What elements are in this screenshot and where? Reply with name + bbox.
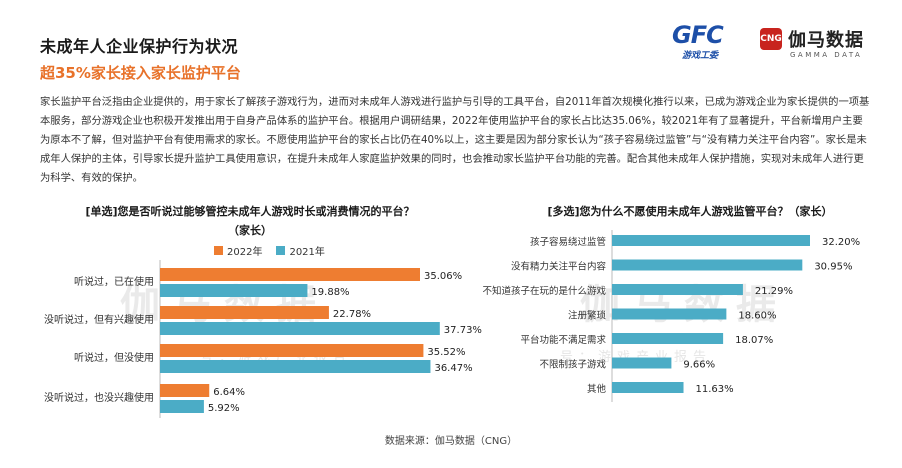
right-category-label: 注册繁琐 [568,310,607,322]
right-chart-title: [多选]您为什么不愿使用未成年人游戏监管平台？（家长） [547,205,833,218]
left-category-label: 听说过，但没使用 [74,351,154,364]
left-chart-title: [单选]您是否听说过能够管控未成年人游戏时长或消费情况的平台？ [85,205,415,218]
right-category-label: 平台功能不满足需求 [520,334,606,346]
left-chart-legend: 2022年 2021年 [214,243,325,258]
left-data-label: 35.06% [424,271,462,282]
right-data-label: 11.63% [696,384,734,395]
left-data-label: 36.47% [434,363,472,374]
legend-label-2022: 2022年 [227,247,263,258]
left-data-label: 6.64% [213,387,245,398]
cng-logo-english: GAMMA DATA [790,51,863,59]
legend-swatch-2022 [214,246,223,255]
description-paragraph: 家长监护平台泛指由企业提供的，用于家长了解孩子游戏行为，进而对未成年人游戏进行监… [40,96,870,184]
right-bar [612,333,724,344]
left-bar-2022 [160,268,420,281]
left-category-label: 听说过，已在使用 [74,275,154,288]
left-bar-2021 [160,322,440,335]
cng-badge-icon: CNG [760,28,782,50]
right-data-label: 32.20% [822,237,860,248]
right-bar [612,382,684,393]
right-data-label: 18.07% [735,335,773,346]
data-source: 数据来源：伽马数据（CNG） [384,436,518,447]
left-bar-2021 [160,284,308,297]
right-bar-chart: 孩子容易绕过监管 32.20% 没有精力关注平台内容 30.95% 不知道孩子在玩的是什… [482,230,860,402]
cng-logo: CNG 伽马数据 GAMMA DATA [760,24,890,68]
gfc-logo: GFC 游戏工委 [672,22,746,66]
right-bar [612,284,743,295]
right-data-label: 18.60% [738,311,776,322]
left-data-label: 5.92% [208,403,240,414]
left-data-label: 19.88% [311,287,349,298]
legend-swatch-2021 [276,246,286,255]
left-bar-chart: 听说过，已在使用 35.06% 19.88% 没听说过，但有兴趣使用 22.78% 37.… [44,260,482,418]
legend-label-2021: 2021年 [289,247,325,258]
left-bar-2022 [160,344,424,357]
left-bar-2021 [160,360,431,373]
right-data-label: 30.95% [814,262,852,273]
left-bar-2022 [160,306,329,319]
right-category-label: 没有精力关注平台内容 [511,261,607,273]
left-data-label: 22.78% [333,309,371,320]
cng-logo-name: 伽马数据 [788,30,864,51]
right-data-label: 21.29% [755,286,793,297]
page-subtitle: 超35%家长接入家长监护平台 [40,64,241,82]
right-bar [612,259,803,271]
legend-item-2021: 2021年 [276,243,325,258]
left-data-label: 35.52% [427,347,465,358]
gfc-logo-subtext: 游戏工委 [682,51,719,61]
right-bar [612,308,727,320]
right-bar [612,235,810,246]
right-category-label: 其他 [587,383,607,395]
left-category-label: 没听说过，但有兴趣使用 [44,313,154,326]
left-data-label: 37.73% [444,325,482,336]
legend-item-2022: 2022年 [214,243,262,258]
right-bar [612,357,672,369]
left-bar-2021 [160,400,204,413]
left-chart-title-line2: （家长） [228,224,272,237]
left-bar-2022 [160,384,210,397]
left-category-label: 没听说过，也没兴趣使用 [44,391,154,404]
right-category-label: 不限制孩子游戏 [539,359,606,371]
gfc-logo-text: GFC [672,21,724,49]
page-title: 未成年人企业保护行为状况 [40,37,239,56]
right-data-label: 9.66% [683,360,715,371]
right-category-label: 不知道孩子在玩的是什么游戏 [482,285,606,297]
right-category-label: 孩子容易绕过监管 [530,236,606,248]
